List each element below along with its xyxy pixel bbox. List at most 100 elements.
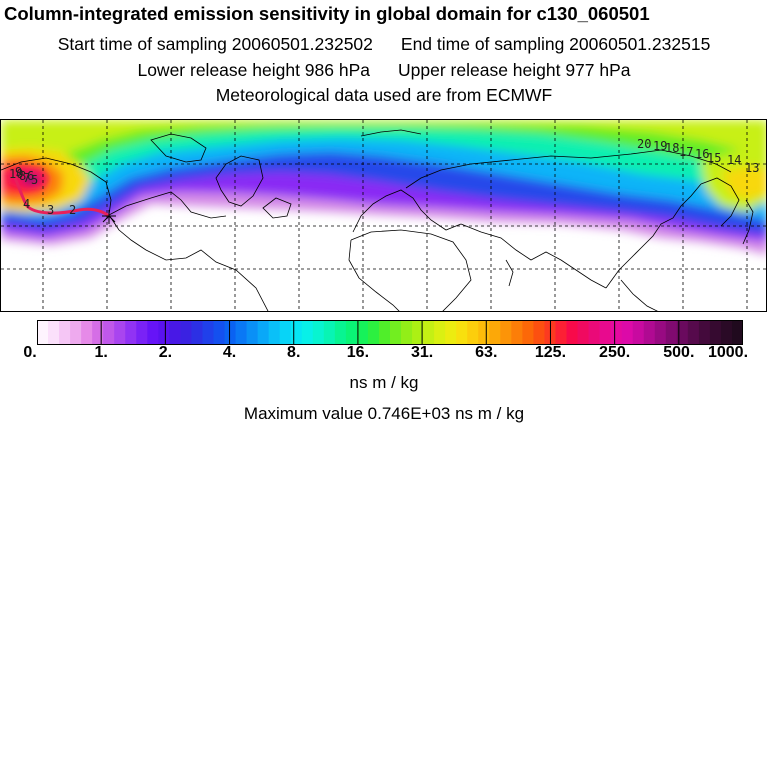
trajectory-label: 4 xyxy=(23,197,30,211)
colorbar-frame xyxy=(37,320,743,345)
met-data-label: Meteorological data used are from ECMWF xyxy=(215,85,553,105)
colorbar-bin xyxy=(334,320,347,345)
colorbar-bin xyxy=(654,320,667,345)
emission-sensitivity-map: 10 9 8 7 6 5 4 3 2 20 19 18 17 16 15 14 13 xyxy=(0,119,767,312)
lower-release-label: Lower release height 986 hPa xyxy=(137,60,370,80)
colorbar-bin xyxy=(478,320,490,345)
trajectory-label: 9 xyxy=(15,165,22,179)
colorbar-bin xyxy=(367,320,380,345)
trajectory-label: 13 xyxy=(745,161,759,175)
colorbar-bin xyxy=(632,320,645,345)
colorbar-bin xyxy=(698,320,711,345)
colorbar-tick-label: 16. xyxy=(346,344,370,361)
colorbar-bin xyxy=(390,320,402,345)
colorbar-bin xyxy=(257,320,270,345)
trajectory-label: 15 xyxy=(707,151,721,165)
trajectory-label: 6 xyxy=(27,169,34,183)
colorbar-bin xyxy=(180,320,193,345)
colorbar-bin xyxy=(114,320,126,345)
colorbar-bin xyxy=(191,320,204,345)
trajectory-label: 2 xyxy=(69,203,76,217)
colorbar-bin xyxy=(621,320,634,345)
colorbar-bin xyxy=(290,320,303,345)
colorbar-bin xyxy=(412,320,424,345)
trajectory-label: 20 xyxy=(637,137,651,151)
colorbar-bin xyxy=(158,320,170,345)
maximum-value-label: Maximum value 0.746E+03 ns m / kg xyxy=(243,404,525,423)
colorbar-bin xyxy=(445,320,457,345)
colorbar-bin xyxy=(356,320,369,345)
colorbar-bin xyxy=(224,320,237,345)
colorbar-tick-label: 1. xyxy=(94,344,108,361)
colorbar-bin xyxy=(323,320,336,345)
trajectory-label: 8 xyxy=(19,169,26,183)
colorbar-bin xyxy=(48,320,60,345)
trajectory-label: 10 xyxy=(9,167,23,181)
colorbar-bin xyxy=(687,320,700,345)
colorbar-bin xyxy=(136,320,148,345)
trajectory-label: 19 xyxy=(653,139,667,153)
colorbar-tick-label: 125. xyxy=(534,344,567,361)
plot-title: Column-integrated emission sensitivity i… xyxy=(4,3,650,24)
trajectory-label: 14 xyxy=(727,153,741,167)
colorbar-bin xyxy=(59,320,71,345)
colorbar-bin xyxy=(533,320,546,345)
colorbar-tick-label: 1000. xyxy=(707,344,749,361)
colorbar-bin xyxy=(720,320,733,345)
colorbar-bin xyxy=(522,320,535,345)
colorbar-tick-label: 250. xyxy=(599,344,631,361)
colorbar-bin xyxy=(665,320,678,345)
colorbar-bin xyxy=(434,320,446,345)
colorbar-bin xyxy=(588,320,601,345)
colorbar-units: ns m / kg xyxy=(349,373,419,392)
colorbar-bin xyxy=(92,320,104,345)
release-point-star xyxy=(102,210,116,224)
colorbar-bin xyxy=(423,320,435,345)
colorbar-bin xyxy=(312,320,325,345)
colorbar-bin xyxy=(70,320,82,345)
sampling-time-line: Start time of sampling 20060501.232502 En… xyxy=(0,34,768,55)
colorbar-tick-label: 0. xyxy=(23,344,37,361)
trajectory-label: 16 xyxy=(695,147,709,161)
colorbar-bin xyxy=(731,320,743,345)
trajectory-label: 3 xyxy=(47,203,54,217)
colorbar xyxy=(37,320,743,345)
release-height-line: Lower release height 986 hPa Upper releas… xyxy=(0,60,768,81)
colorbar-tick-label: 2. xyxy=(158,344,173,361)
colorbar-bin xyxy=(643,320,656,345)
colorbar-bin xyxy=(125,320,137,345)
colorbar-tick-label: 63. xyxy=(475,344,498,361)
colorbar-ticks: 0. 1. 2. 4. 8. 16. 31. 63. 125. 250. 500. 1000. xyxy=(0,344,768,364)
colorbar-bin xyxy=(599,320,612,345)
trajectory-label: 17 xyxy=(679,145,693,159)
coastlines xyxy=(1,129,754,311)
trajectory-label: 5 xyxy=(31,173,38,187)
trajectory xyxy=(9,169,116,224)
colorbar-tick-label: 500. xyxy=(663,344,695,361)
colorbar-bin xyxy=(401,320,413,345)
colorbar-bin xyxy=(709,320,722,345)
end-time-label: End time of sampling 20060501.232515 xyxy=(400,34,711,54)
colorbar-bin xyxy=(301,320,314,345)
trajectory-label: 7 xyxy=(23,171,30,185)
colorbar-bin xyxy=(103,320,115,345)
colorbar-bin xyxy=(566,320,579,345)
colorbar-bin xyxy=(147,320,159,345)
colorbar-bin xyxy=(555,320,568,345)
colorbar-bin xyxy=(279,320,292,345)
colorbar-bin xyxy=(213,320,226,345)
colorbar-bin xyxy=(202,320,215,345)
colorbar-bin xyxy=(456,320,468,345)
colorbar-bin xyxy=(169,320,182,345)
colorbar-bin xyxy=(345,320,358,345)
trajectory-label: 18 xyxy=(665,141,679,155)
colorbar-bin xyxy=(378,320,391,345)
colorbar-bin xyxy=(577,320,590,345)
colorbar-bin xyxy=(235,320,248,345)
colorbar-bin xyxy=(246,320,259,345)
colorbar-bin xyxy=(37,320,49,345)
colorbar-bin xyxy=(676,320,689,345)
upper-release-label: Upper release height 977 hPa xyxy=(398,60,631,80)
